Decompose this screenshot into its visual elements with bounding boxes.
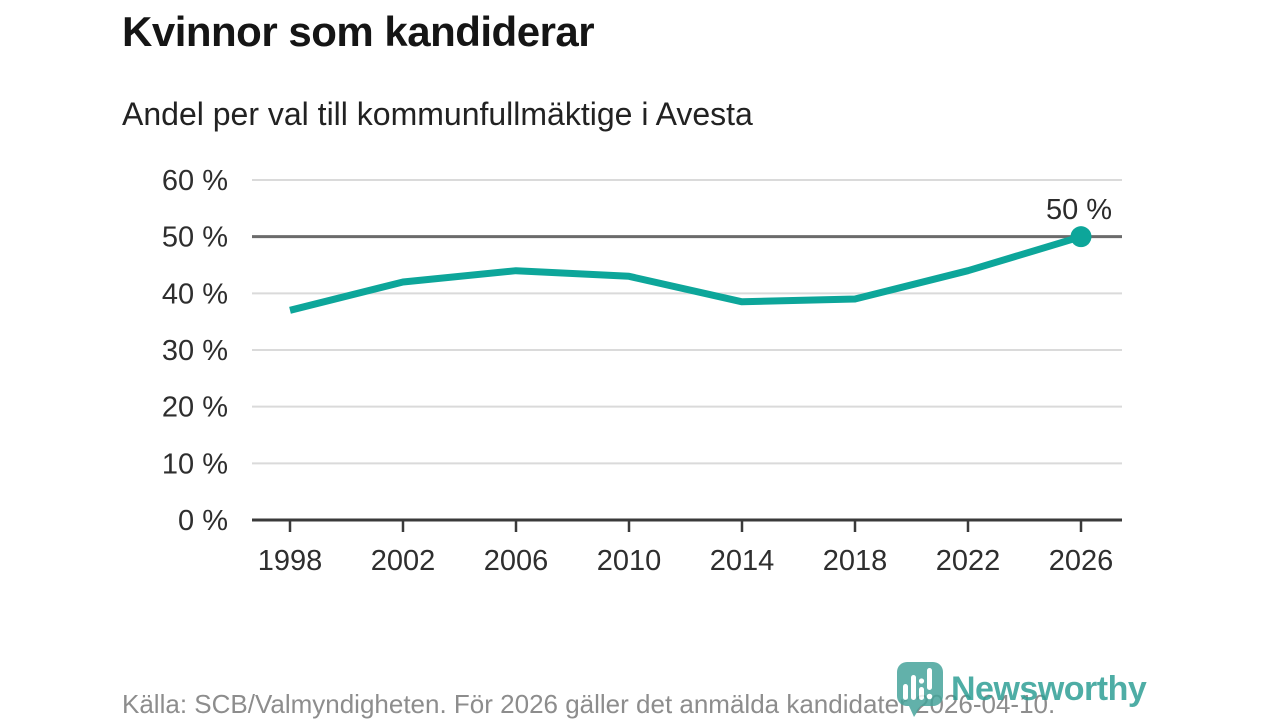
x-tick-label: 2014 [710,545,775,577]
y-tick-label: 10 % [162,448,228,480]
x-tick-label: 2026 [1049,545,1114,577]
y-tick-label: 20 % [162,392,228,424]
end-point-label: 50 % [1046,194,1112,226]
x-tick-label: 2010 [597,545,662,577]
y-tick-label: 60 % [162,165,228,197]
chart-subtitle: Andel per val till kommunfullmäktige i A… [122,96,753,132]
x-tick-label: 2018 [823,545,888,577]
x-tick-label: 2006 [484,545,549,577]
y-tick-label: 50 % [162,222,228,254]
y-tick-label: 40 % [162,278,228,310]
y-tick-label: 30 % [162,335,228,367]
x-tick-label: 1998 [258,545,323,577]
y-tick-label: 0 % [178,505,228,537]
brand-logo: Newsworthy [894,660,1147,718]
newsworthy-pin-icon [897,662,943,717]
x-tick-label: 2002 [371,545,436,577]
data-line-series [289,233,1083,314]
end-point-marker [1070,226,1092,248]
x-tick-label: 2022 [936,545,1001,577]
brand-name: Newsworthy [951,669,1147,708]
chart-title: Kvinnor som kandiderar [122,8,595,55]
